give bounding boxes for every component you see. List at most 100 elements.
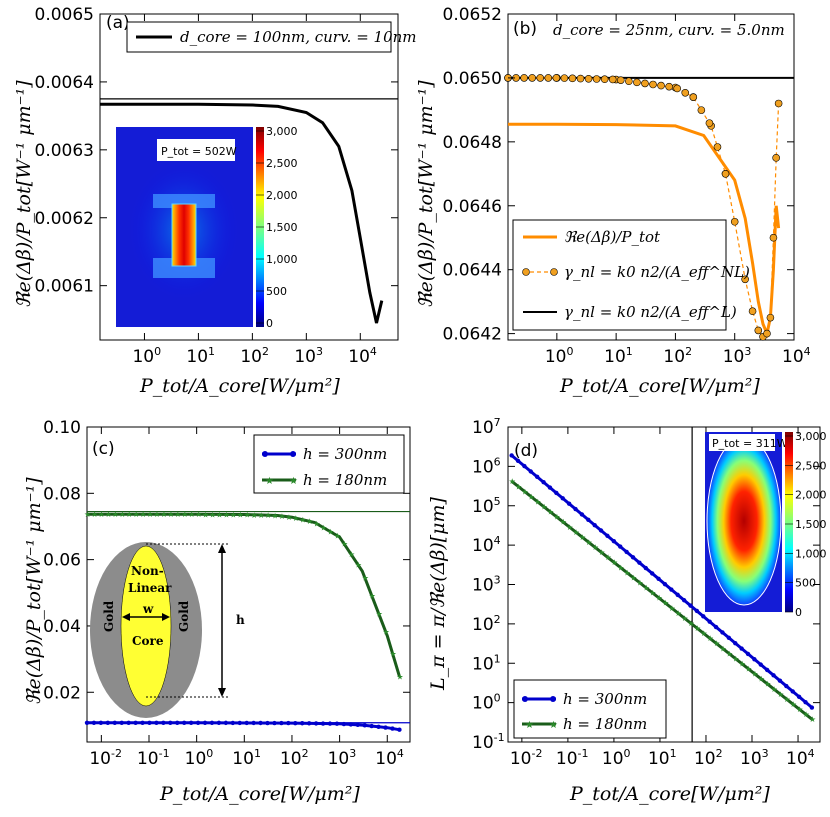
panel-c-h300-marker-9	[147, 720, 152, 725]
panel-b-xtick-label-1: 101	[604, 345, 633, 367]
schematic-w: w	[142, 602, 154, 616]
panel-d-ylabel: L_π = π/ℜe(Δβ)[μm]	[427, 496, 449, 691]
panel-c-h300-marker-37	[341, 721, 347, 727]
panel-c-ytick-label-1: 0.04	[43, 617, 81, 637]
panel-c-h300-marker-31	[300, 721, 305, 726]
panel-c-h300-marker-22	[237, 720, 242, 726]
panel-c-h300-marker-35	[327, 721, 333, 726]
panel-c-h180-marker-15: ★	[188, 510, 195, 519]
panel-c-h300-marker-1	[91, 720, 97, 725]
panel-b-nl-point-16	[774, 99, 783, 108]
panel-a-inset-label: P_tot = 502W	[161, 145, 237, 158]
panel-d-xtick-label-6: 104	[786, 747, 815, 769]
panel-b-nl-dense-21	[673, 84, 681, 93]
panel-c-h300-marker-40	[362, 723, 367, 728]
panel-d-h180-marker-28: ★	[688, 619, 695, 628]
panel-c-h300-marker-13	[175, 720, 180, 725]
panel-c-h300-marker-23	[244, 720, 249, 726]
panel-d-h180-marker-38: ★	[751, 670, 758, 679]
panel-d-h300-marker-16	[611, 539, 617, 544]
panel-a-inset: P_tot = 502W 3,000 2,500 2,000 1,500 1,000 50…	[116, 125, 298, 330]
panel-b-nl-point-7	[730, 217, 739, 226]
panel-d-h300-marker-24	[662, 581, 668, 587]
panel-c-h180-marker-8: ★	[140, 510, 147, 519]
panel-d-inset-label: P_tot = 311W	[712, 437, 788, 450]
panel-c-xtick-label-4: 102	[280, 747, 309, 769]
panel-b-xlabel: P_tot/A_core[W/μm²]	[559, 375, 760, 397]
panel-b-nl-point-14	[769, 233, 778, 242]
panel-d-h180-marker-35: ★	[732, 654, 739, 663]
panel-d-h180-marker-4: ★	[534, 497, 541, 506]
panel-d-h300-marker-3	[528, 469, 534, 474]
panel-c-h300-marker-30	[293, 720, 298, 726]
panel-d-h180-marker-11: ★	[579, 533, 586, 542]
panel-b-ytick-label-1: 0.0644	[443, 261, 502, 281]
panel-a-ytick-label-4: 0.0065	[35, 5, 94, 25]
panel-c-h300-marker-6	[126, 720, 131, 725]
panel-d-h180-marker-30: ★	[700, 629, 707, 638]
panel-c-h180-marker-43: ★	[383, 627, 390, 636]
panel-b-nl-dense-19	[657, 81, 665, 90]
panel-d-h300-marker-7	[554, 490, 559, 496]
panel-d-h300-marker-42	[777, 678, 783, 683]
panel-b-tag: (b)	[513, 19, 537, 39]
panel-b-nl-point-10	[754, 326, 763, 335]
panel-b-xtick-label-2: 102	[663, 345, 692, 367]
panel-a-xtick-label-4: 104	[348, 345, 377, 367]
panel-d-h180-marker-33: ★	[719, 644, 726, 653]
panel-b-legend-3: γ_nl = k0 n2/(A_eff^L)	[564, 303, 737, 321]
panel-c-xlabel: P_tot/A_core[W/μm²]	[159, 783, 360, 805]
panel-d-ytick-label-8: 107	[472, 416, 501, 438]
panel-d-h300-marker-26	[675, 592, 680, 598]
panel-b-nl-point-12	[763, 329, 771, 338]
cbar-d-label-1: 2,500	[795, 459, 827, 472]
panel-c-xtick-label-0: 10-2	[89, 747, 122, 769]
cbar-d-label-6: 0	[795, 606, 802, 619]
panel-b-nl-point-9	[748, 307, 757, 316]
panel-d-h300-marker-13	[592, 522, 597, 528]
panel-c-h180-marker-33: ★	[313, 519, 320, 528]
panel-d-h300-marker-35	[733, 640, 738, 646]
panel-d-inset: P_tot = 311W 3,000 2,500 2,000 1,500 1,000 50…	[705, 430, 827, 619]
schematic-core: Core	[132, 634, 164, 648]
panel-d-plot: ★★★★★★★★★★★★★★★★★★★★★★★★★★★★★★★★★★★★★★★★…	[472, 416, 820, 769]
panel-a-ytick-label-0: 0.0061	[35, 277, 94, 297]
panel-d-h180-marker-12: ★	[585, 538, 592, 547]
panel-d-h300-marker-4	[534, 474, 540, 480]
cbar-a-label-0: 3,000	[266, 125, 298, 138]
panel-c-h300-marker-18	[209, 720, 215, 726]
panel-c-h180-line	[87, 512, 401, 677]
panel-d-h180-marker-13: ★	[592, 543, 599, 552]
panel-d-h180-marker-2: ★	[521, 487, 528, 496]
panel-c-h180-marker-3: ★	[105, 510, 112, 519]
panel-c-h180-marker-14: ★	[181, 510, 188, 519]
panel-a-xtick-label-2: 102	[240, 345, 269, 367]
panel-c-h300-marker-11	[161, 720, 166, 725]
panel-d-h300-marker-30	[701, 614, 706, 619]
panel-c-h300-marker-0	[84, 720, 90, 725]
panel-d-h300-marker-21	[643, 565, 648, 571]
panel-c-frame	[86, 426, 411, 743]
panel-b-ytick-label-2: 0.0646	[443, 197, 502, 217]
panel-d-h180-marker-43: ★	[783, 695, 790, 704]
panel-c-h180-marker-45: ★	[396, 672, 403, 681]
panel-c-xtick-label-5: 103	[328, 747, 357, 769]
panel-b-ylabel: ℜe(Δβ)/P_tot[W⁻¹ μm⁻¹]	[415, 80, 437, 308]
panel-c-ylabel: ℜe(Δβ)/P_tot[W⁻¹ μm⁻¹]	[23, 477, 45, 705]
panel-c-h300-marker-43	[383, 725, 388, 730]
panel-c-h300-marker-32	[306, 721, 312, 726]
panel-d-ytick-label-5: 104	[472, 534, 501, 556]
panel-c-h180-marker-41: ★	[369, 591, 376, 600]
panel-c-h180-marker-39: ★	[355, 560, 362, 569]
panel-b-legend: ℜe(Δβ)/P_tot γ_nl = k0 n2/(A_eff^NL) γ_n…	[512, 219, 750, 331]
panel-a-legend-label: d_core = 100nm, curv. = 10nm	[180, 28, 417, 46]
panel-c-h180-marker-36: ★	[334, 532, 341, 541]
panel-c-h300-marker-3	[105, 720, 111, 725]
panel-d-h300-marker-40	[764, 667, 770, 673]
panel-b-nl-dense-17	[641, 79, 649, 88]
panel-c-h180-marker-18: ★	[209, 510, 216, 519]
panel-d-h300-marker-19	[630, 555, 636, 560]
panel-d-h180-marker-8: ★	[560, 518, 567, 527]
panel-d-h180-marker-41: ★	[771, 685, 778, 694]
panel-c-h180-marker-31: ★	[299, 516, 306, 525]
